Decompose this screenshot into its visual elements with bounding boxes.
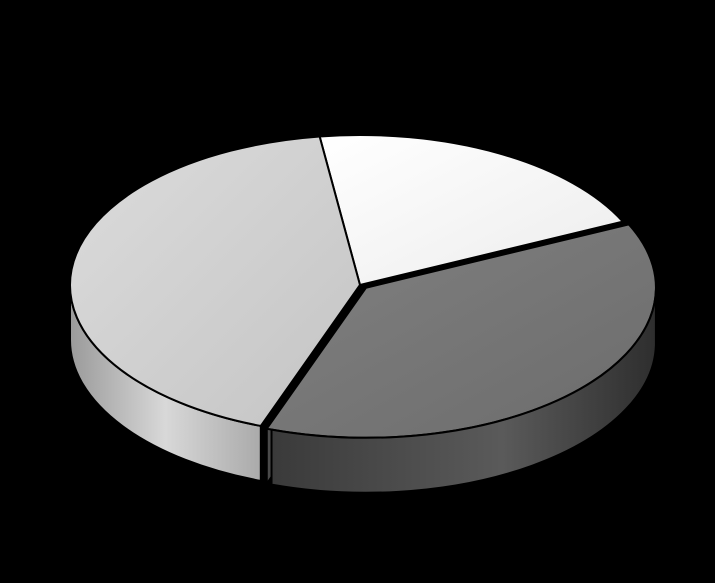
pie-chart-3d: [0, 0, 715, 583]
